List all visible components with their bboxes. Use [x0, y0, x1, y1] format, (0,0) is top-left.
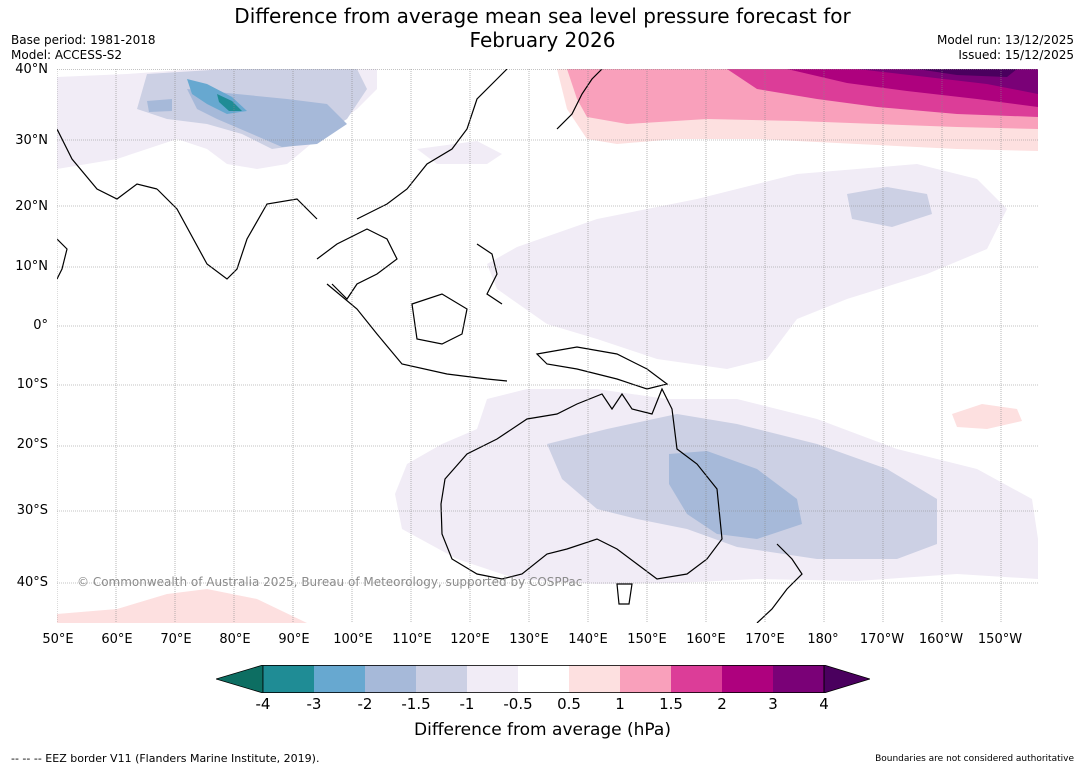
issued-label: Issued: 15/12/2025 [958, 48, 1074, 62]
boundary-disclaimer: Boundaries are not considered authoritat… [875, 754, 1074, 764]
coastline-tasmania [616, 583, 633, 605]
colorbar-swatch-gt-4 [823, 665, 870, 693]
lon-label: 50°E [42, 632, 74, 647]
colorbar-swatch [671, 665, 722, 693]
base-period-label: Base period: 1981-2018 [11, 33, 156, 47]
coastline-australia [440, 387, 723, 580]
anomaly-region-himalaya-small [147, 99, 172, 112]
model-info: Base period: 1981-2018 Model: ACCESS-S2 [11, 33, 156, 63]
colorbar-outline [262, 665, 825, 693]
colorbar-tick: 0.5 [557, 695, 581, 713]
colorbar-swatch [722, 665, 773, 693]
colorbar-tick: 3 [768, 695, 778, 713]
run-info: Model run: 13/12/2025 Issued: 15/12/2025 [937, 33, 1074, 63]
colorbar-tick: -3 [306, 695, 322, 713]
coastlines [57, 69, 803, 623]
title-line-2: February 2026 [469, 28, 616, 52]
colorbar-swatch [773, 665, 824, 693]
lon-label: 60°E [101, 632, 133, 647]
lon-label: 140°E [568, 632, 608, 647]
title-line-1: Difference from average mean sea level p… [234, 4, 851, 28]
lon-label: 150°W [977, 632, 1023, 647]
graticule [57, 69, 1038, 623]
lon-label: 120°E [450, 632, 490, 647]
anomaly-layer [57, 69, 1038, 623]
coastline-china [356, 69, 508, 220]
colorbar-swatch [314, 665, 365, 693]
colorbar-swatch [620, 665, 671, 693]
colorbar-swatch [416, 665, 467, 693]
coastline-africa-horn [57, 238, 68, 280]
colorbar-swatch [263, 665, 314, 693]
lat-label: 0° [33, 318, 48, 333]
lat-label: 30°S [16, 503, 48, 518]
colorbar-tick: 2 [717, 695, 727, 713]
coastline-new-guinea [535, 346, 669, 390]
coastline-borneo [411, 293, 468, 345]
coastline-arabia [57, 128, 158, 200]
model-run-label: Model run: 13/12/2025 [936, 33, 1074, 47]
lon-label: 170°E [745, 632, 785, 647]
colorbar-swatch [365, 665, 416, 693]
colorbar-tick: -4 [255, 695, 271, 713]
copyright-notice: © Commonwealth of Australia 2025, Bureau… [77, 575, 582, 589]
coastline-india [156, 188, 318, 280]
chart-title: Difference from average mean sea level p… [0, 4, 1085, 52]
anomaly-region-china-light [417, 141, 502, 164]
lon-label: 80°E [219, 632, 251, 647]
lat-label: 10°S [16, 377, 48, 392]
anomaly-region-southwest-05 [57, 589, 307, 623]
colorbar-tick: -1.5 [401, 695, 431, 713]
lon-label: 110°E [392, 632, 432, 647]
colorbar-tick: -1 [459, 695, 475, 713]
anomaly-region-tasman-strong [669, 451, 802, 539]
lat-label: 30°N [15, 133, 48, 148]
colorbar-swatch-lt-4 [216, 665, 264, 693]
coastline-indochina [316, 228, 398, 300]
colorbar [216, 665, 870, 693]
pressure-anomaly-map: © Commonwealth of Australia 2025, Bureau… [57, 69, 1038, 623]
colorbar-tick: 4 [819, 695, 829, 713]
colorbar-tick: -0.5 [503, 695, 533, 713]
coastline-new-zealand [756, 543, 803, 623]
colorbar-tick: 1 [615, 695, 625, 713]
lon-label: 180° [807, 632, 839, 647]
colorbar-swatch [518, 665, 569, 693]
coastline-japan [556, 69, 603, 130]
colorbar-swatch [569, 665, 620, 693]
lon-label: 100°E [333, 632, 373, 647]
lat-label: 40°S [16, 575, 48, 590]
lat-label: 20°S [16, 437, 48, 452]
model-label: Model: ACCESS-S2 [11, 48, 123, 62]
lon-label: 170°W [859, 632, 905, 647]
colorbar-title: Difference from average (hPa) [414, 720, 671, 740]
anomaly-region-west-pacific-blob [847, 187, 932, 227]
eez-border-note: -- -- -- EEZ border V11 (Flanders Marine… [11, 752, 320, 765]
anomaly-region-himalaya-teal [217, 94, 242, 111]
anomaly-region-fiji-05 [952, 404, 1022, 429]
lon-label: 70°E [160, 632, 192, 647]
lon-label: 150°E [627, 632, 667, 647]
lon-label: 90°E [278, 632, 310, 647]
lat-label: 10°N [15, 259, 48, 274]
lat-label: 40°N [15, 62, 48, 77]
lon-label: 160°E [686, 632, 726, 647]
colorbar-tick: 1.5 [659, 695, 683, 713]
lat-label: 20°N [15, 199, 48, 214]
coastline-sumatra-java [326, 283, 508, 382]
lon-label: 130°E [509, 632, 549, 647]
coastline-philippines [476, 243, 503, 305]
colorbar-tick: -2 [357, 695, 373, 713]
colorbar-swatch [467, 665, 518, 693]
lon-label: 160°W [918, 632, 964, 647]
